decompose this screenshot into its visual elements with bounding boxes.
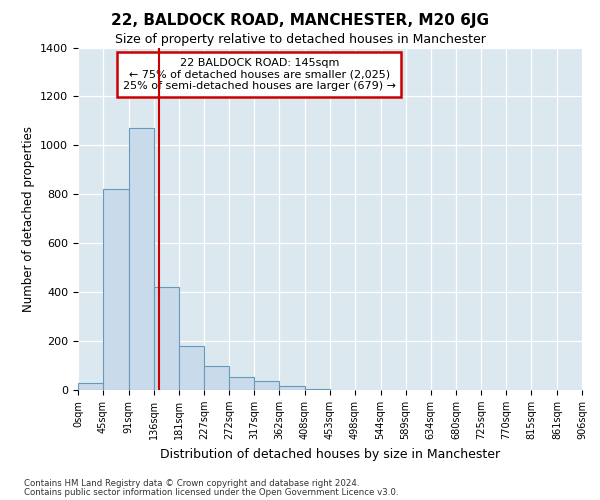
Bar [103, 190, 128, 390]
Bar [305, 389, 330, 390]
Bar [254, 381, 280, 390]
Bar [204, 366, 229, 390]
Text: Size of property relative to detached houses in Manchester: Size of property relative to detached ho… [115, 32, 485, 46]
Bar [179, 346, 204, 390]
Bar [154, 287, 179, 390]
Text: 22 BALDOCK ROAD: 145sqm
← 75% of detached houses are smaller (2,025)
25% of semi: 22 BALDOCK ROAD: 145sqm ← 75% of detache… [123, 58, 396, 91]
Bar [229, 376, 254, 390]
Text: Contains HM Land Registry data © Crown copyright and database right 2024.: Contains HM Land Registry data © Crown c… [24, 479, 359, 488]
Y-axis label: Number of detached properties: Number of detached properties [22, 126, 35, 312]
Text: Contains public sector information licensed under the Open Government Licence v3: Contains public sector information licen… [24, 488, 398, 497]
Text: 22, BALDOCK ROAD, MANCHESTER, M20 6JG: 22, BALDOCK ROAD, MANCHESTER, M20 6JG [111, 12, 489, 28]
Bar [128, 128, 154, 390]
Bar [280, 386, 305, 390]
Bar [78, 384, 103, 390]
X-axis label: Distribution of detached houses by size in Manchester: Distribution of detached houses by size … [160, 448, 500, 460]
